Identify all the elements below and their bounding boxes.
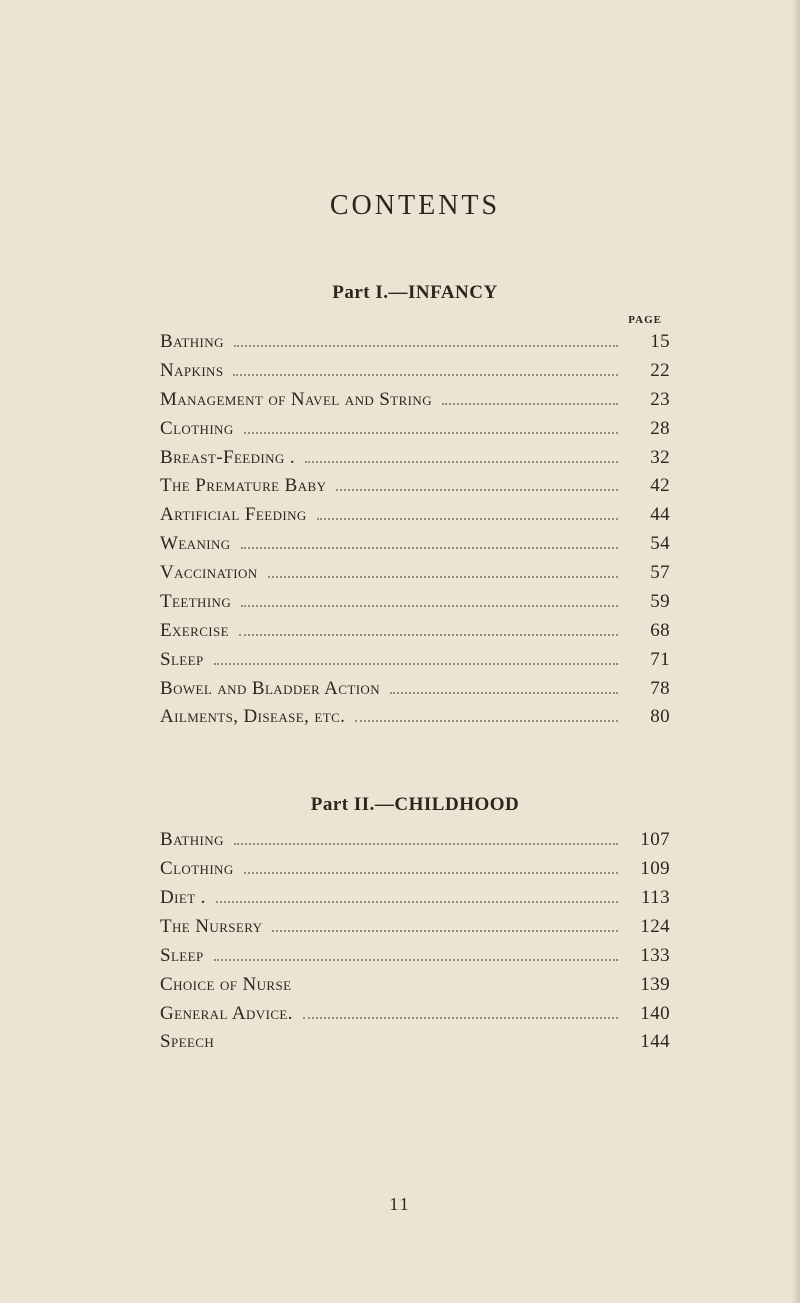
toc-label: Weaning xyxy=(160,530,231,559)
toc-row: Speech.... 144 xyxy=(160,1028,670,1057)
toc-row: The Premature Baby 42 xyxy=(160,472,670,501)
toc-leader-dots: .... xyxy=(224,1046,618,1047)
toc-label: Sleep xyxy=(160,646,204,675)
toc-page-number: 54 xyxy=(628,530,670,559)
page-column-header: PAGE xyxy=(160,314,662,326)
toc-row: Weaning 54 xyxy=(160,530,670,559)
footer-page-number: 11 xyxy=(0,1194,800,1215)
toc-row: Sleep 133 xyxy=(160,942,670,971)
toc-leader-dots xyxy=(268,575,618,578)
page-edge-shadow xyxy=(792,0,800,1303)
toc-row: Napkins 22 xyxy=(160,357,670,386)
toc-label: Clothing xyxy=(160,855,234,884)
contents-page: CONTENTS Part I.—INFANCY PAGE Bathing15N… xyxy=(0,0,800,1057)
toc-leader-dots xyxy=(317,517,618,520)
toc-row: Teething 59 xyxy=(160,588,670,617)
part-2-toc-list: Bathing107Clothing109Diet .113The Nurser… xyxy=(160,826,670,1057)
toc-page-number: 57 xyxy=(628,559,670,588)
toc-label: Clothing xyxy=(160,415,234,444)
toc-leader-dots xyxy=(244,431,618,434)
toc-leader-dots xyxy=(305,460,618,463)
page-title: CONTENTS xyxy=(160,190,670,222)
toc-label: Bowel and Bladder Action xyxy=(160,675,380,704)
toc-label: The Premature Baby xyxy=(160,472,326,501)
toc-row: Vaccination 57 xyxy=(160,559,670,588)
toc-label: Breast-Feeding . xyxy=(160,444,295,473)
toc-page-number: 22 xyxy=(628,357,670,386)
toc-page-number: 71 xyxy=(628,646,670,675)
part-1-toc-list: Bathing15Napkins22Management of Navel an… xyxy=(160,328,670,732)
toc-label: Ailments, Disease, etc. xyxy=(160,703,345,732)
toc-page-number: 139 xyxy=(628,971,670,1000)
toc-row: Diet . 113 xyxy=(160,884,670,913)
toc-row: Artificial Feeding 44 xyxy=(160,501,670,530)
toc-row: Bathing 15 xyxy=(160,328,670,357)
toc-label: Diet . xyxy=(160,884,206,913)
toc-leader-dots xyxy=(244,871,618,874)
toc-leader-dots xyxy=(239,633,618,636)
toc-leader-dots xyxy=(233,373,618,376)
toc-row: Breast-Feeding . 32 xyxy=(160,444,670,473)
toc-page-number: 144 xyxy=(628,1028,670,1057)
toc-page-number: 44 xyxy=(628,501,670,530)
toc-page-number: 140 xyxy=(628,1000,670,1029)
toc-page-number: 80 xyxy=(628,703,670,732)
toc-leader-dots xyxy=(442,402,618,405)
toc-leader-dots xyxy=(303,1016,618,1019)
toc-row: General Advice. 140 xyxy=(160,1000,670,1029)
toc-label: Bathing xyxy=(160,328,224,357)
toc-label: Speech xyxy=(160,1028,214,1057)
toc-label: Vaccination xyxy=(160,559,258,588)
toc-page-number: 15 xyxy=(628,328,670,357)
toc-leader-dots xyxy=(234,344,618,347)
toc-page-number: 113 xyxy=(628,884,670,913)
toc-leader-dots xyxy=(355,719,618,722)
toc-page-number: 23 xyxy=(628,386,670,415)
toc-row: Management of Navel and String 23 xyxy=(160,386,670,415)
toc-leader-dots xyxy=(234,842,618,845)
toc-page-number: 78 xyxy=(628,675,670,704)
toc-row: Ailments, Disease, etc. 80 xyxy=(160,703,670,732)
part-1-title: Part I.—INFANCY xyxy=(160,282,670,304)
toc-label: Bathing xyxy=(160,826,224,855)
toc-label: Choice of Nurse xyxy=(160,971,291,1000)
toc-row: Bathing 107 xyxy=(160,826,670,855)
toc-page-number: 109 xyxy=(628,855,670,884)
toc-label: Exercise xyxy=(160,617,229,646)
toc-page-number: 32 xyxy=(628,444,670,473)
toc-leader-dots xyxy=(390,691,618,694)
toc-label: The Nursery xyxy=(160,913,262,942)
toc-page-number: 68 xyxy=(628,617,670,646)
toc-leader-dots: .... xyxy=(301,989,618,990)
toc-label: General Advice. xyxy=(160,1000,293,1029)
toc-row: Sleep 71 xyxy=(160,646,670,675)
toc-leader-dots xyxy=(241,604,618,607)
toc-leader-dots xyxy=(214,958,618,961)
toc-label: Management of Navel and String xyxy=(160,386,432,415)
toc-row: Bowel and Bladder Action 78 xyxy=(160,675,670,704)
toc-leader-dots xyxy=(336,488,618,491)
toc-row: The Nursery 124 xyxy=(160,913,670,942)
toc-leader-dots xyxy=(272,929,618,932)
toc-page-number: 28 xyxy=(628,415,670,444)
toc-page-number: 59 xyxy=(628,588,670,617)
toc-label: Napkins xyxy=(160,357,223,386)
toc-leader-dots xyxy=(214,662,618,665)
toc-row: Clothing 28 xyxy=(160,415,670,444)
toc-leader-dots xyxy=(216,900,618,903)
toc-row: Clothing 109 xyxy=(160,855,670,884)
toc-page-number: 107 xyxy=(628,826,670,855)
toc-page-number: 124 xyxy=(628,913,670,942)
part-2-title: Part II.—CHILDHOOD xyxy=(160,794,670,816)
toc-page-number: 42 xyxy=(628,472,670,501)
toc-row: Exercise 68 xyxy=(160,617,670,646)
toc-page-number: 133 xyxy=(628,942,670,971)
toc-row: Choice of Nurse.... 139 xyxy=(160,971,670,1000)
toc-label: Teething xyxy=(160,588,231,617)
toc-leader-dots xyxy=(241,546,618,549)
toc-label: Artificial Feeding xyxy=(160,501,307,530)
toc-label: Sleep xyxy=(160,942,204,971)
